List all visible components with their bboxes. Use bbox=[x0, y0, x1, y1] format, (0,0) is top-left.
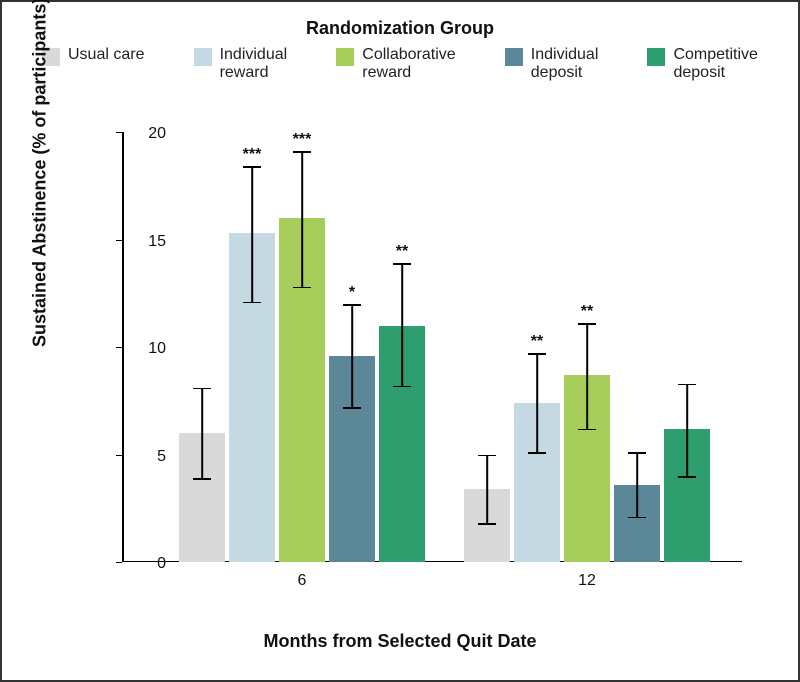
error-cap bbox=[478, 523, 496, 525]
legend-label: Usual care bbox=[68, 46, 144, 64]
y-axis-line bbox=[122, 132, 124, 562]
error-bar bbox=[486, 455, 488, 524]
y-tick-label: 20 bbox=[126, 125, 166, 143]
error-bar bbox=[251, 166, 253, 301]
error-cap bbox=[193, 388, 211, 390]
error-cap bbox=[678, 384, 696, 386]
significance-marker: ** bbox=[531, 333, 543, 351]
legend-item: Competitivedeposit bbox=[647, 46, 757, 83]
legend-label: Competitivedeposit bbox=[673, 46, 757, 83]
legend-label: Individualdeposit bbox=[531, 46, 599, 83]
legend-swatch bbox=[194, 48, 212, 66]
legend-label: Individualreward bbox=[220, 46, 288, 83]
y-tick bbox=[116, 562, 122, 563]
legend-item: Individualreward bbox=[194, 46, 288, 83]
significance-marker: ** bbox=[396, 243, 408, 261]
error-cap bbox=[393, 263, 411, 265]
error-bar bbox=[301, 151, 303, 286]
error-cap bbox=[528, 452, 546, 454]
y-tick-label: 5 bbox=[126, 448, 166, 466]
y-tick-label: 0 bbox=[126, 555, 166, 573]
error-cap bbox=[578, 323, 596, 325]
error-cap bbox=[478, 455, 496, 457]
error-cap bbox=[628, 517, 646, 519]
error-bar bbox=[201, 388, 203, 478]
legend-title: Randomization Group bbox=[2, 18, 798, 39]
y-tick bbox=[116, 240, 122, 241]
y-tick-label: 15 bbox=[126, 233, 166, 251]
error-bar bbox=[401, 263, 403, 386]
error-cap bbox=[293, 287, 311, 289]
error-bar bbox=[536, 353, 538, 452]
x-tick-label: 6 bbox=[298, 572, 307, 590]
error-bar bbox=[351, 304, 353, 407]
error-cap bbox=[528, 353, 546, 355]
significance-marker: *** bbox=[293, 131, 312, 149]
legend-swatch bbox=[647, 48, 665, 66]
significance-marker: *** bbox=[243, 146, 262, 164]
error-cap bbox=[343, 304, 361, 306]
legend: Usual care Individualreward Collaborativer… bbox=[42, 46, 758, 83]
chart-frame: Randomization Group Usual care Individual… bbox=[0, 0, 800, 682]
significance-marker: * bbox=[349, 284, 355, 302]
legend-swatch bbox=[505, 48, 523, 66]
y-tick bbox=[116, 347, 122, 348]
error-cap bbox=[193, 478, 211, 480]
error-cap bbox=[243, 166, 261, 168]
legend-item: Individualdeposit bbox=[505, 46, 599, 83]
error-bar bbox=[636, 452, 638, 517]
error-cap bbox=[628, 452, 646, 454]
y-tick-label: 10 bbox=[126, 340, 166, 358]
legend-label: Collaborativereward bbox=[362, 46, 455, 83]
error-cap bbox=[578, 429, 596, 431]
y-axis-label: Sustained Abstinence (% of participants) bbox=[30, 0, 51, 347]
legend-item: Usual care bbox=[42, 46, 144, 66]
legend-item: Collaborativereward bbox=[336, 46, 455, 83]
y-tick bbox=[116, 132, 122, 133]
x-tick-label: 12 bbox=[578, 572, 596, 590]
error-cap bbox=[243, 302, 261, 304]
error-cap bbox=[393, 386, 411, 388]
error-cap bbox=[293, 151, 311, 153]
legend-swatch bbox=[336, 48, 354, 66]
error-bar bbox=[686, 384, 688, 476]
error-cap bbox=[678, 476, 696, 478]
plot-area: ************* bbox=[122, 132, 742, 562]
error-bar bbox=[586, 323, 588, 428]
x-axis-label: Months from Selected Quit Date bbox=[2, 631, 798, 652]
y-tick bbox=[116, 455, 122, 456]
significance-marker: ** bbox=[581, 303, 593, 321]
error-cap bbox=[343, 407, 361, 409]
